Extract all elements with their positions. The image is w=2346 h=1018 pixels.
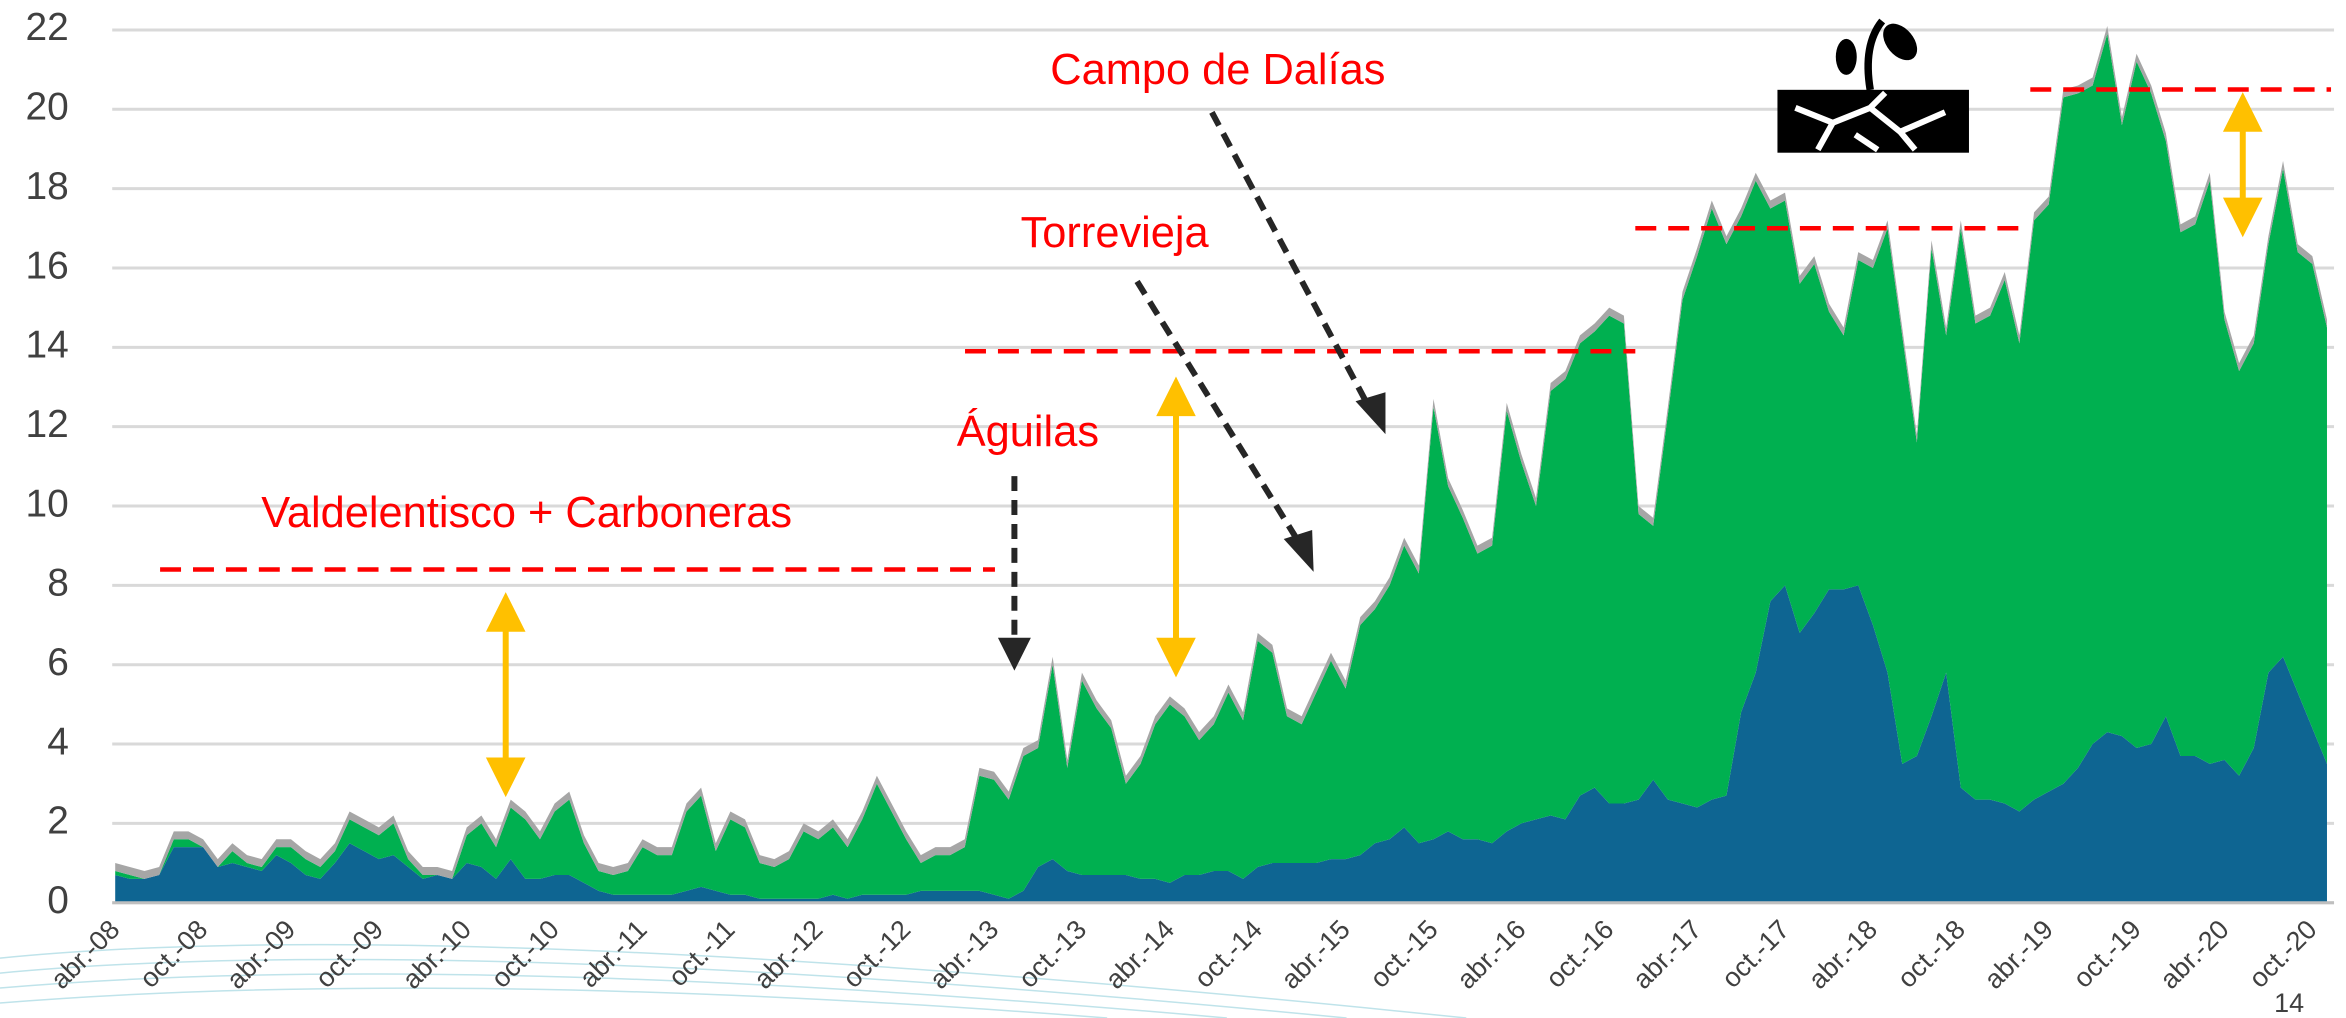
- x-tick-label: abr.-13: [924, 914, 1004, 995]
- x-tick-label: abr.-20: [2154, 914, 2234, 995]
- x-tick-label: abr.-16: [1451, 914, 1531, 995]
- page-number: 14: [2274, 988, 2304, 1018]
- y-tick-label: 0: [47, 879, 69, 922]
- x-tick-label: oct.-14: [1189, 914, 1268, 993]
- x-tick-label: abr.-10: [397, 914, 477, 995]
- y-tick-label: 2: [47, 800, 69, 843]
- y-tick-label: 4: [47, 720, 69, 763]
- y-tick-label: 18: [26, 165, 69, 208]
- y-tick-label: 20: [26, 86, 69, 129]
- x-tick-label: oct.-16: [1540, 914, 1619, 993]
- annotation: Torrevieja: [1021, 209, 1210, 257]
- x-tick-label: oct.-10: [485, 914, 564, 993]
- x-tick-label: abr.-19: [1978, 914, 2058, 995]
- y-tick-label: 14: [26, 324, 69, 367]
- annotation: Valdelentisco + Carboneras: [261, 489, 792, 537]
- area: [115, 585, 2327, 903]
- x-tick-label: oct.-18: [1892, 914, 1971, 993]
- y-tick-label: 10: [26, 482, 69, 525]
- x-tick-label: abr.-18: [1803, 914, 1883, 995]
- x-tick-label: oct.-17: [1716, 914, 1795, 993]
- x-tick-label: abr.-14: [1100, 914, 1180, 995]
- x-tick-label: abr.-09: [221, 914, 301, 995]
- x-tick-label: oct.-09: [310, 914, 389, 993]
- y-tick-label: 12: [26, 403, 69, 446]
- annotation: Campo de Dalías: [1050, 46, 1385, 94]
- area: [115, 33, 2327, 899]
- y-tick-label: 8: [47, 562, 69, 605]
- x-tick-label: oct.-11: [663, 914, 741, 992]
- x-tick-label: oct.-20: [2243, 914, 2322, 993]
- seedling-icon: [1774, 11, 1969, 153]
- x-tick-label: oct.-19: [2067, 914, 2146, 993]
- x-tick-label: oct.-08: [134, 914, 213, 993]
- arrows: [485, 92, 2263, 798]
- x-tick-label: abr.-15: [1275, 914, 1355, 995]
- annotation: Águilas: [957, 408, 1099, 456]
- y-tick-label: 6: [47, 641, 69, 684]
- decor-waves: [0, 943, 1467, 1018]
- x-tick-label: abr.-17: [1627, 914, 1707, 995]
- x-tick-label: abr.-11: [574, 914, 653, 993]
- x-tick-label: abr.-08: [45, 914, 125, 995]
- x-tick-label: oct.-15: [1364, 914, 1443, 993]
- y-tick-label: 16: [26, 244, 69, 287]
- y-tick-label: 22: [26, 6, 69, 49]
- x-tick-label: abr.-12: [748, 914, 828, 995]
